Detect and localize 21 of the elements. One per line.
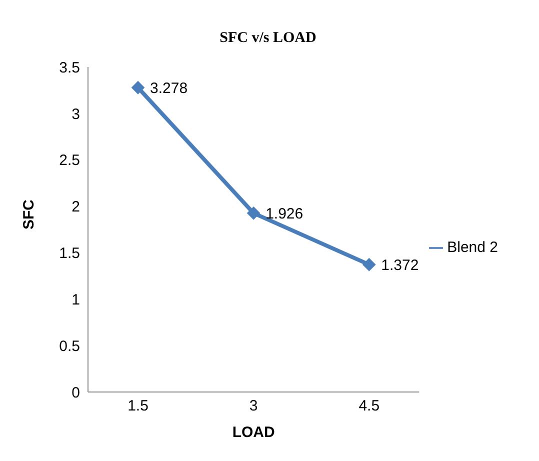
point	[132, 81, 144, 94]
chart-title: SFC v/s LOAD	[218, 29, 318, 47]
y-tick-label: 3	[72, 106, 80, 123]
x-tick-label: 3	[249, 398, 258, 415]
y-tick-label: 0	[72, 384, 80, 402]
y-tick-label: 1.5	[59, 245, 80, 262]
x-axis-title: LOAD	[232, 424, 275, 441]
point	[247, 206, 260, 220]
legend-label: Blend 2	[447, 238, 498, 256]
x-tick-label: 1.5	[128, 398, 148, 415]
y-tick-label: 2.5	[59, 152, 80, 170]
y-tick-label: 3.5	[59, 59, 80, 76]
data-label: 1.926	[266, 205, 304, 222]
y-tick-label: 2	[72, 198, 80, 216]
x-tick-label: 4.5	[358, 398, 380, 415]
data-label: 3.278	[150, 80, 188, 97]
point	[362, 258, 376, 272]
y-tick-label: 0.5	[59, 338, 80, 355]
y-axis-title: SFC	[20, 199, 38, 230]
y-tick-label: 1	[72, 291, 80, 308]
data-label: 1.372	[381, 256, 419, 274]
